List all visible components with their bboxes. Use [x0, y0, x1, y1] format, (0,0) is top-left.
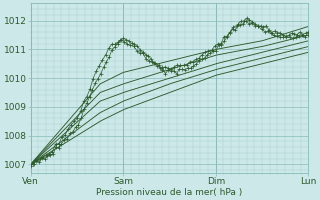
X-axis label: Pression niveau de la mer( hPa ): Pression niveau de la mer( hPa ) — [96, 188, 243, 197]
